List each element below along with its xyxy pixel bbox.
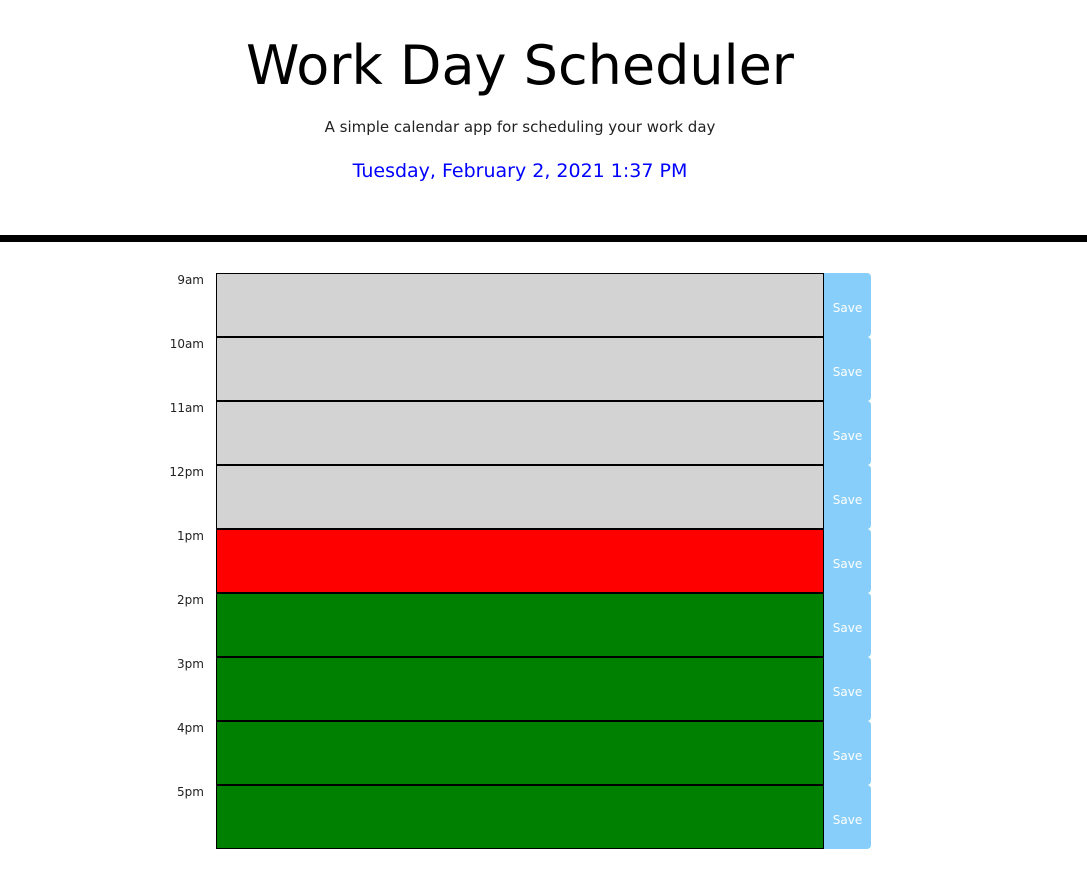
save-button[interactable]: Save — [824, 721, 871, 785]
time-block-2pm: 2pm Save — [160, 593, 872, 657]
save-button-label: Save — [832, 493, 863, 507]
event-description[interactable] — [216, 657, 824, 721]
event-description[interactable] — [216, 401, 824, 465]
save-button[interactable]: Save — [824, 273, 871, 337]
current-day: Tuesday, February 2, 2021 1:37 PM — [352, 160, 688, 182]
event-description[interactable] — [216, 721, 824, 785]
event-description[interactable] — [216, 529, 824, 593]
save-button-label: Save — [832, 813, 863, 827]
save-button[interactable]: Save — [824, 337, 871, 401]
header: Work Day Scheduler A simple calendar app… — [0, 0, 1087, 242]
save-button[interactable]: Save — [824, 465, 871, 529]
time-block-5pm: 5pm Save — [160, 785, 872, 849]
hour-label: 4pm — [177, 721, 204, 735]
schedule-container: 9am Save 10am Save 11am Save 12pm Save 1… — [160, 273, 872, 849]
time-block-10am: 10am Save — [160, 337, 872, 401]
hour-label: 5pm — [177, 785, 204, 799]
event-description[interactable] — [216, 337, 824, 401]
save-button-label: Save — [832, 621, 863, 635]
hour-label: 9am — [177, 273, 204, 287]
save-button[interactable]: Save — [824, 401, 871, 465]
hour-label: 2pm — [177, 593, 204, 607]
save-button[interactable]: Save — [824, 785, 871, 849]
time-block-9am: 9am Save — [160, 273, 872, 337]
save-button-label: Save — [832, 301, 863, 315]
save-button-label: Save — [832, 365, 863, 379]
page-title: Work Day Scheduler — [245, 34, 795, 97]
save-button-label: Save — [832, 429, 863, 443]
time-block-12pm: 12pm Save — [160, 465, 872, 529]
hour-label: 1pm — [177, 529, 204, 543]
time-block-3pm: 3pm Save — [160, 657, 872, 721]
event-description[interactable] — [216, 465, 824, 529]
save-button[interactable]: Save — [824, 529, 871, 593]
page-subtitle: A simple calendar app for scheduling you… — [324, 118, 716, 136]
save-button[interactable]: Save — [824, 657, 871, 721]
time-block-1pm: 1pm Save — [160, 529, 872, 593]
time-block-4pm: 4pm Save — [160, 721, 872, 785]
hour-label: 12pm — [169, 465, 204, 479]
save-button-label: Save — [832, 685, 863, 699]
event-description[interactable] — [216, 273, 824, 337]
event-description[interactable] — [216, 785, 824, 849]
save-button[interactable]: Save — [824, 593, 871, 657]
save-button-label: Save — [832, 557, 863, 571]
hour-label: 10am — [169, 337, 204, 351]
hour-label: 3pm — [177, 657, 204, 671]
hour-label: 11am — [169, 401, 204, 415]
save-button-label: Save — [832, 749, 863, 763]
event-description[interactable] — [216, 593, 824, 657]
time-block-11am: 11am Save — [160, 401, 872, 465]
